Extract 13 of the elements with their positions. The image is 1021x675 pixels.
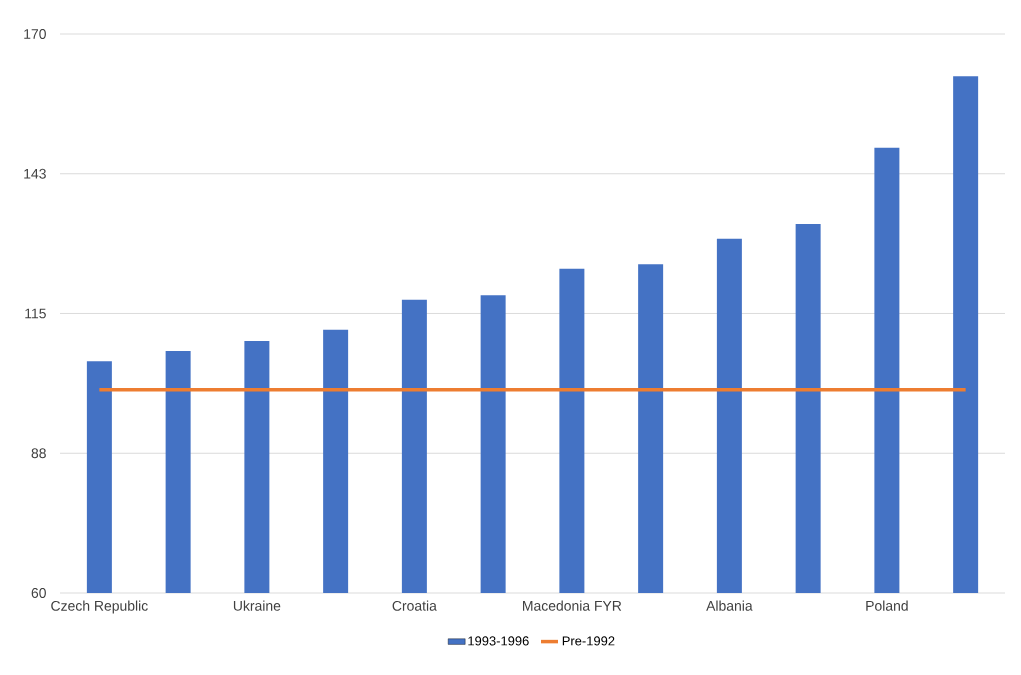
x-tick-label: Albania <box>706 600 753 611</box>
legend-label: Pre-1992 <box>562 636 615 646</box>
x-tick-label: Czech Republic <box>51 600 148 614</box>
x-tick-label: Poland <box>866 600 908 611</box>
y-tick-label: 170 <box>24 29 46 39</box>
x-tick-label: Macedonia FYR <box>523 600 622 611</box>
x-tick-label: Croatia <box>392 600 437 611</box>
y-tick-label: 115 <box>25 308 46 319</box>
legend-label: 1993-1996 <box>468 636 529 646</box>
y-tick-label: 60 <box>31 588 46 598</box>
x-tick-label: Ukraine <box>233 600 281 611</box>
y-tick-label: 88 <box>31 448 46 459</box>
y-tick-label: 143 <box>24 168 46 179</box>
